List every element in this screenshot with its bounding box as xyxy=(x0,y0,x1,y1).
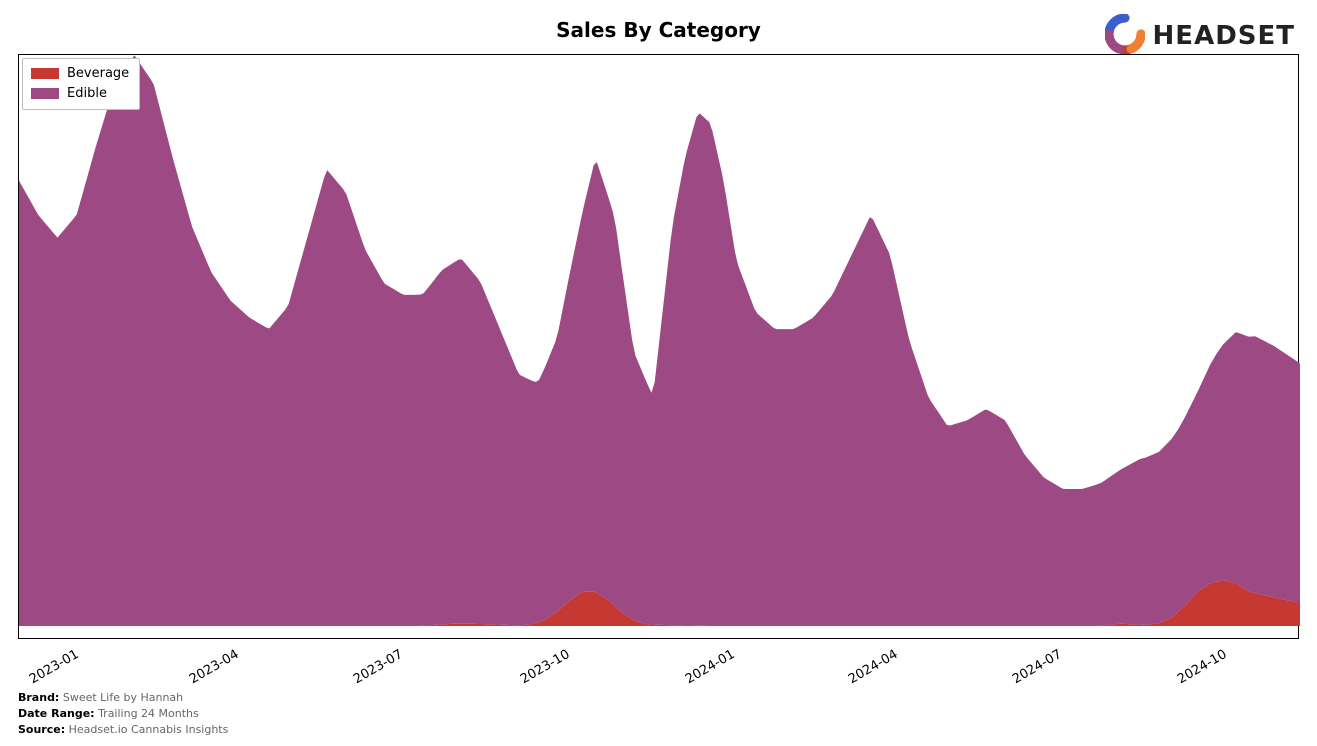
legend-label: Edible xyxy=(67,84,107,104)
chart-container: Sales By Category HEADSET Beverage Edibl… xyxy=(0,0,1317,746)
legend-item-edible: Edible xyxy=(31,84,129,104)
x-tick-label: 2023-10 xyxy=(518,647,573,687)
meta-row: Source: Headset.io Cannabis Insights xyxy=(18,722,228,738)
x-tick-label: 2023-07 xyxy=(351,647,406,687)
x-tick-label: 2024-10 xyxy=(1175,647,1230,687)
meta-value: Sweet Life by Hannah xyxy=(63,691,183,704)
legend-item-beverage: Beverage xyxy=(31,64,129,84)
meta-row: Date Range: Trailing 24 Months xyxy=(18,706,228,722)
meta-label: Date Range: xyxy=(18,707,95,720)
x-tick-label: 2024-04 xyxy=(846,647,901,687)
legend-label: Beverage xyxy=(67,64,129,84)
brand-logo-text: HEADSET xyxy=(1153,21,1295,51)
legend-swatch xyxy=(31,68,59,79)
meta-label: Brand: xyxy=(18,691,59,704)
x-tick-label: 2023-04 xyxy=(187,647,242,687)
meta-row: Brand: Sweet Life by Hannah xyxy=(18,690,228,706)
x-tick-label: 2024-01 xyxy=(683,647,738,687)
meta-value: Trailing 24 Months xyxy=(98,707,199,720)
x-tick-label: 2024-07 xyxy=(1010,647,1065,687)
chart-metadata: Brand: Sweet Life by Hannah Date Range: … xyxy=(18,690,228,738)
meta-value: Headset.io Cannabis Insights xyxy=(69,723,229,736)
area-edible xyxy=(19,55,1300,626)
legend-swatch xyxy=(31,88,59,99)
brand-logo: HEADSET xyxy=(1105,14,1295,58)
meta-label: Source: xyxy=(18,723,65,736)
headset-logo-icon xyxy=(1105,14,1145,58)
x-tick-label: 2023-01 xyxy=(27,647,82,687)
legend: Beverage Edible xyxy=(22,58,140,110)
plot-area xyxy=(18,54,1299,639)
